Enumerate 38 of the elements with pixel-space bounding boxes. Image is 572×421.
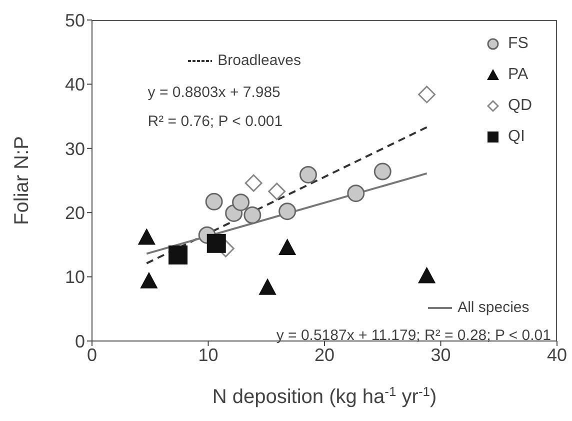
x-axis-title: N deposition (kg ha$^{-1}$ yr$^{-1}$) bbox=[212, 384, 437, 408]
point bbox=[259, 278, 276, 295]
point bbox=[206, 234, 226, 253]
y-tick-label: 20 bbox=[64, 202, 85, 223]
y-tick-label: 10 bbox=[64, 267, 85, 288]
point bbox=[232, 194, 250, 212]
x-tick-label: 20 bbox=[314, 344, 335, 365]
legend-label: PA bbox=[508, 66, 528, 84]
y-axis-title: Foliar N:P bbox=[11, 136, 33, 225]
point bbox=[418, 86, 436, 104]
x-tick-label: 10 bbox=[198, 344, 218, 365]
point bbox=[140, 272, 158, 288]
point bbox=[205, 192, 223, 210]
legend-label: QI bbox=[508, 128, 525, 146]
point bbox=[244, 206, 262, 224]
point bbox=[268, 182, 286, 200]
x-tick-label: 0 bbox=[86, 344, 98, 365]
point bbox=[299, 166, 317, 184]
y-tick-label: 50 bbox=[64, 10, 85, 30]
point bbox=[138, 228, 156, 245]
point bbox=[278, 202, 296, 220]
y-tick-label: 40 bbox=[64, 74, 85, 95]
legend-label: Broadleaves bbox=[218, 52, 302, 70]
point bbox=[374, 162, 392, 180]
point bbox=[244, 174, 262, 192]
x-tick-label: 30 bbox=[430, 344, 451, 365]
legend-label: QD bbox=[508, 96, 532, 114]
legend-label: FS bbox=[508, 34, 528, 52]
point bbox=[347, 184, 365, 202]
point bbox=[168, 245, 188, 264]
point bbox=[278, 239, 296, 256]
x-tick-label: 40 bbox=[546, 344, 568, 365]
y-tick-label: 0 bbox=[74, 331, 85, 352]
annotation: y = 0.8803x + 7.985 bbox=[148, 84, 280, 102]
legend-label: All species bbox=[458, 299, 530, 316]
y-tick-label: 30 bbox=[64, 138, 85, 159]
point bbox=[418, 267, 436, 284]
annotation: R² = 0.76; P < 0.001 bbox=[148, 113, 283, 130]
